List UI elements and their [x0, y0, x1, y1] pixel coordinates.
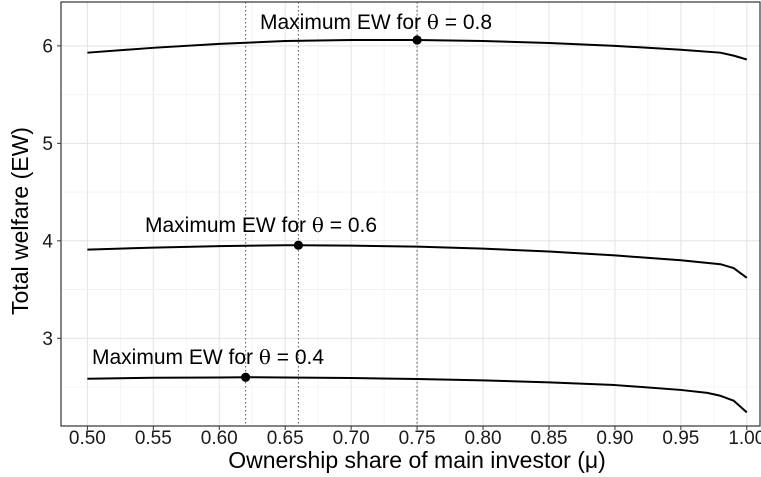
x-tick-label: 0.50	[69, 428, 106, 449]
x-tick-label: 0.60	[201, 428, 238, 449]
series-lines	[87, 39, 748, 414]
y-tick-label: 4	[42, 231, 53, 252]
x-tick-label: 1.00	[728, 428, 761, 449]
y-tick-label: 3	[42, 329, 53, 350]
y-tick-label: 5	[42, 134, 53, 155]
welfare-curve	[87, 244, 748, 279]
max-point	[241, 372, 251, 382]
max-point	[412, 35, 422, 45]
y-tick-label: 6	[42, 36, 53, 57]
max-points	[241, 35, 422, 382]
x-tick-label: 0.85	[530, 428, 567, 449]
axis-ticks: 0.50 0.55 0.60 0.65 0.70 0.75 0.80 0.85 0.90 0.95…	[42, 36, 761, 449]
x-tick-label: 0.55	[135, 428, 172, 449]
welfare-curve	[87, 376, 748, 414]
max-point	[293, 240, 303, 250]
panel-border	[60, 1, 761, 427]
y-axis-title: Total welfare (EW)	[7, 127, 33, 315]
annotation-theta-08: Maximum EW for θ = 0.8	[260, 10, 492, 34]
x-tick-label: 0.75	[399, 428, 436, 449]
max-reference-lines	[245, 2, 418, 426]
x-tick-label: 0.90	[596, 428, 633, 449]
x-tick-label: 0.65	[267, 428, 304, 449]
x-tick-label: 0.80	[465, 428, 502, 449]
x-tick-label: 0.95	[662, 428, 699, 449]
annotation-theta-04: Maximum EW for θ = 0.4	[92, 345, 324, 369]
annotation-theta-06: Maximum EW for θ = 0.6	[145, 213, 377, 237]
x-axis-title: Ownership share of main investor (μ)	[228, 447, 606, 473]
welfare-curve	[87, 39, 748, 61]
x-tick-label: 0.70	[333, 428, 370, 449]
